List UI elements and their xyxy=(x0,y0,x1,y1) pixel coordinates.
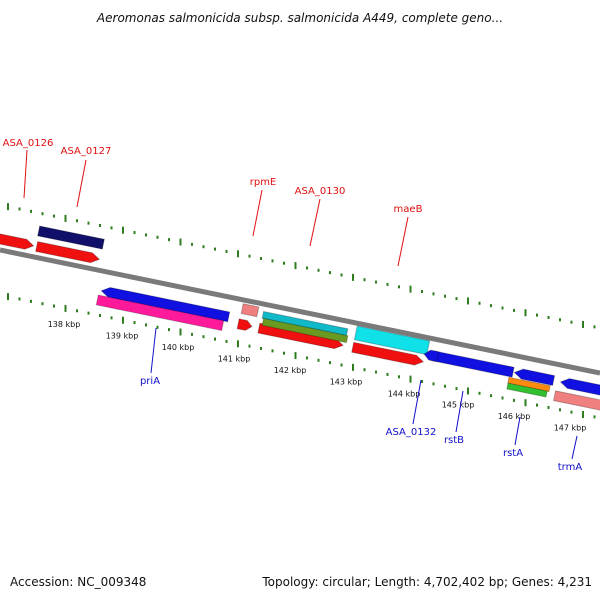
feature-body xyxy=(351,341,425,366)
feature-body xyxy=(423,349,440,363)
feature-body xyxy=(236,318,253,331)
feature-body xyxy=(513,368,556,386)
reverse-label-pria: priA xyxy=(140,327,160,387)
gene-label-text: maeB xyxy=(394,204,423,215)
scale-tick-label: 138 kbp xyxy=(48,320,81,329)
reverse-label-trma: trmA xyxy=(558,435,583,473)
gene-label-text: ASA_0127 xyxy=(61,146,112,157)
gene-label-text: ASA_0132 xyxy=(386,427,437,438)
leader-line xyxy=(455,390,464,433)
leader-line xyxy=(252,189,263,237)
leader-line xyxy=(23,149,28,199)
scale-tick-label: 139 kbp xyxy=(106,332,139,341)
leader-line xyxy=(76,159,87,208)
feature-pria-related xyxy=(95,294,225,332)
leader-line xyxy=(412,379,422,425)
feature-body xyxy=(0,232,35,250)
feature-trma xyxy=(559,378,600,398)
feature-asa-0127 xyxy=(35,241,101,264)
leader-line xyxy=(150,327,157,374)
feature-asa-0130-related-2 xyxy=(261,317,349,344)
scale-tick-label: 144 kbp xyxy=(388,390,421,399)
gene-label-text: ASA_0126 xyxy=(3,138,54,149)
feature-body xyxy=(95,294,225,332)
topology-text: Topology: circular; Length: 4,702,402 bp… xyxy=(261,575,592,589)
scale-tick-label: 142 kbp xyxy=(274,366,307,375)
feature-asa-0127-related xyxy=(37,225,105,250)
feature-body xyxy=(507,376,551,393)
tick-marks xyxy=(7,203,596,419)
feature-rpme xyxy=(236,318,253,331)
feature-rstb xyxy=(513,368,556,386)
feature-body xyxy=(506,382,548,398)
inner-tick-row xyxy=(7,293,596,419)
leader-line xyxy=(397,216,409,267)
feature-body xyxy=(240,303,260,318)
gene-label-text: rpmE xyxy=(250,177,277,188)
feature-maeb xyxy=(351,341,425,366)
gene-label-text: trmA xyxy=(558,462,583,473)
feature-body xyxy=(552,390,600,412)
feature-body xyxy=(35,241,101,264)
leader-line xyxy=(571,435,578,460)
map-title: Aeromonas salmonicida subsp. salmonicida… xyxy=(96,11,503,25)
outer-tick-row xyxy=(7,203,596,329)
feature-body xyxy=(37,225,105,250)
reverse-label-rstb: rstB xyxy=(444,390,464,446)
forward-label-asa-0127: ASA_0127 xyxy=(61,146,112,208)
reverse-label-rsta: rstA xyxy=(503,416,523,459)
feature-trma-related xyxy=(552,390,600,412)
gene-label-text: rstB xyxy=(444,435,464,446)
feature-asa-0126 xyxy=(0,232,35,250)
feature-rsta-related-2 xyxy=(506,382,548,398)
forward-label-asa-0130: ASA_0130 xyxy=(295,186,346,247)
backbone-line xyxy=(0,247,600,376)
reverse-label-asa-0132: ASA_0132 xyxy=(386,379,437,438)
feature-rsta-related xyxy=(507,376,551,393)
feature-rpme-related xyxy=(240,303,260,318)
feature-body xyxy=(261,317,349,344)
forward-label-maeb: maeB xyxy=(394,204,423,267)
labels: 138 kbp 139 kbp 140 kbp 141 kbp 142 kbp 143 k… xyxy=(3,138,587,473)
scale-tick-label: 141 kbp xyxy=(218,355,251,364)
scale-tick-label: 145 kbp xyxy=(442,401,475,410)
scale-tick-label: 146 kbp xyxy=(498,412,531,421)
gene-label-text: priA xyxy=(140,376,160,387)
backbone xyxy=(0,247,600,376)
accession-text: Accession: NC_009348 xyxy=(10,575,146,589)
scale-tick-label: 147 kbp xyxy=(554,424,587,433)
leader-line xyxy=(514,416,521,446)
leader-line xyxy=(309,198,321,247)
forward-label-rpme: rpmE xyxy=(250,177,277,237)
feature-body xyxy=(559,378,600,398)
scale-tick-label: 143 kbp xyxy=(330,378,363,387)
features xyxy=(0,225,600,412)
gene-label-text: ASA_0130 xyxy=(295,186,346,197)
feature-asa-0132-start xyxy=(423,349,440,363)
gene-label-text: rstA xyxy=(503,448,523,459)
scale-tick-label: 140 kbp xyxy=(162,343,195,352)
forward-label-asa-0126: ASA_0126 xyxy=(3,138,54,199)
